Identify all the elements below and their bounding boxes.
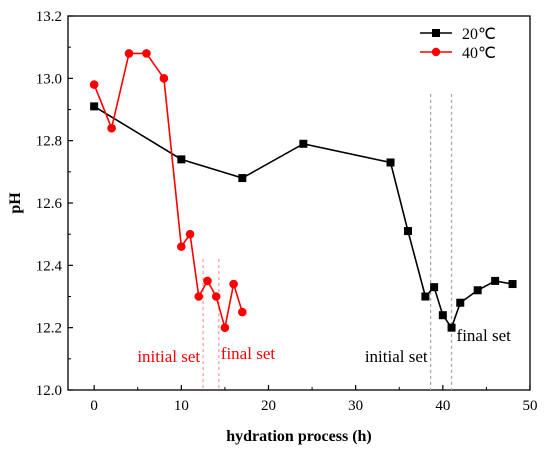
y-tick-label: 12.0: [36, 383, 62, 399]
data-point: [124, 49, 134, 58]
y-axis-title: pH: [7, 192, 24, 214]
y-tick-label: 12.8: [36, 134, 62, 150]
data-point: [473, 286, 482, 295]
axis-ticks: 0 10 20 30 40 50 12.0 12.2 12.4 12.6 12.8 13.0 13.2: [36, 9, 538, 414]
data-point: [211, 292, 221, 301]
series-line: [93, 52, 244, 328]
set-label: final set: [221, 344, 276, 363]
data-point: [229, 279, 238, 289]
data-point: [386, 158, 395, 167]
data-point: [299, 139, 308, 148]
y-tick-label: 13.2: [36, 9, 62, 25]
data-point: [238, 174, 247, 183]
data-point: [203, 276, 212, 286]
y-tick-label: 13.0: [36, 71, 62, 87]
data-point: [142, 49, 151, 58]
x-tick-label: 10: [174, 398, 189, 414]
y-tick-label: 12.2: [36, 321, 62, 337]
set-label: final set: [457, 326, 512, 345]
legend-label-40c: 40℃: [462, 45, 496, 62]
data-point: [90, 102, 99, 111]
data-point: [403, 227, 412, 236]
set-label: initial set: [137, 347, 200, 366]
data-series: [89, 49, 517, 332]
x-axis-title: hydration process (h): [226, 428, 372, 445]
set-annotations: initial set final set initial set final set: [137, 326, 511, 366]
data-point: [238, 307, 247, 317]
data-point: [220, 323, 230, 332]
x-tick-label: 20: [261, 398, 276, 414]
data-point: [177, 155, 186, 164]
legend: 20℃ 40℃: [420, 26, 496, 62]
data-point: [438, 311, 447, 320]
data-point: [456, 298, 465, 307]
legend-marker-20c: [432, 29, 440, 37]
set-marker-lines: [202, 93, 453, 390]
data-point: [194, 292, 204, 301]
legend-marker-40c: [431, 47, 441, 57]
data-point: [89, 80, 99, 89]
x-tick-label: 30: [348, 398, 363, 414]
data-point: [159, 74, 169, 83]
data-point: [185, 229, 195, 239]
x-tick-label: 50: [523, 398, 538, 414]
x-tick-label: 40: [435, 398, 450, 414]
series-line: [93, 105, 513, 330]
data-point: [177, 242, 186, 251]
y-tick-label: 12.4: [36, 258, 63, 274]
data-point: [491, 276, 500, 285]
legend-label-20c: 20℃: [462, 26, 496, 43]
x-tick-label: 0: [90, 398, 98, 414]
data-point: [447, 323, 456, 332]
data-point: [107, 123, 116, 133]
data-point: [508, 280, 517, 289]
set-label: initial set: [365, 347, 428, 366]
data-point: [430, 283, 439, 292]
y-tick-label: 12.6: [36, 196, 63, 212]
data-point: [421, 292, 430, 301]
